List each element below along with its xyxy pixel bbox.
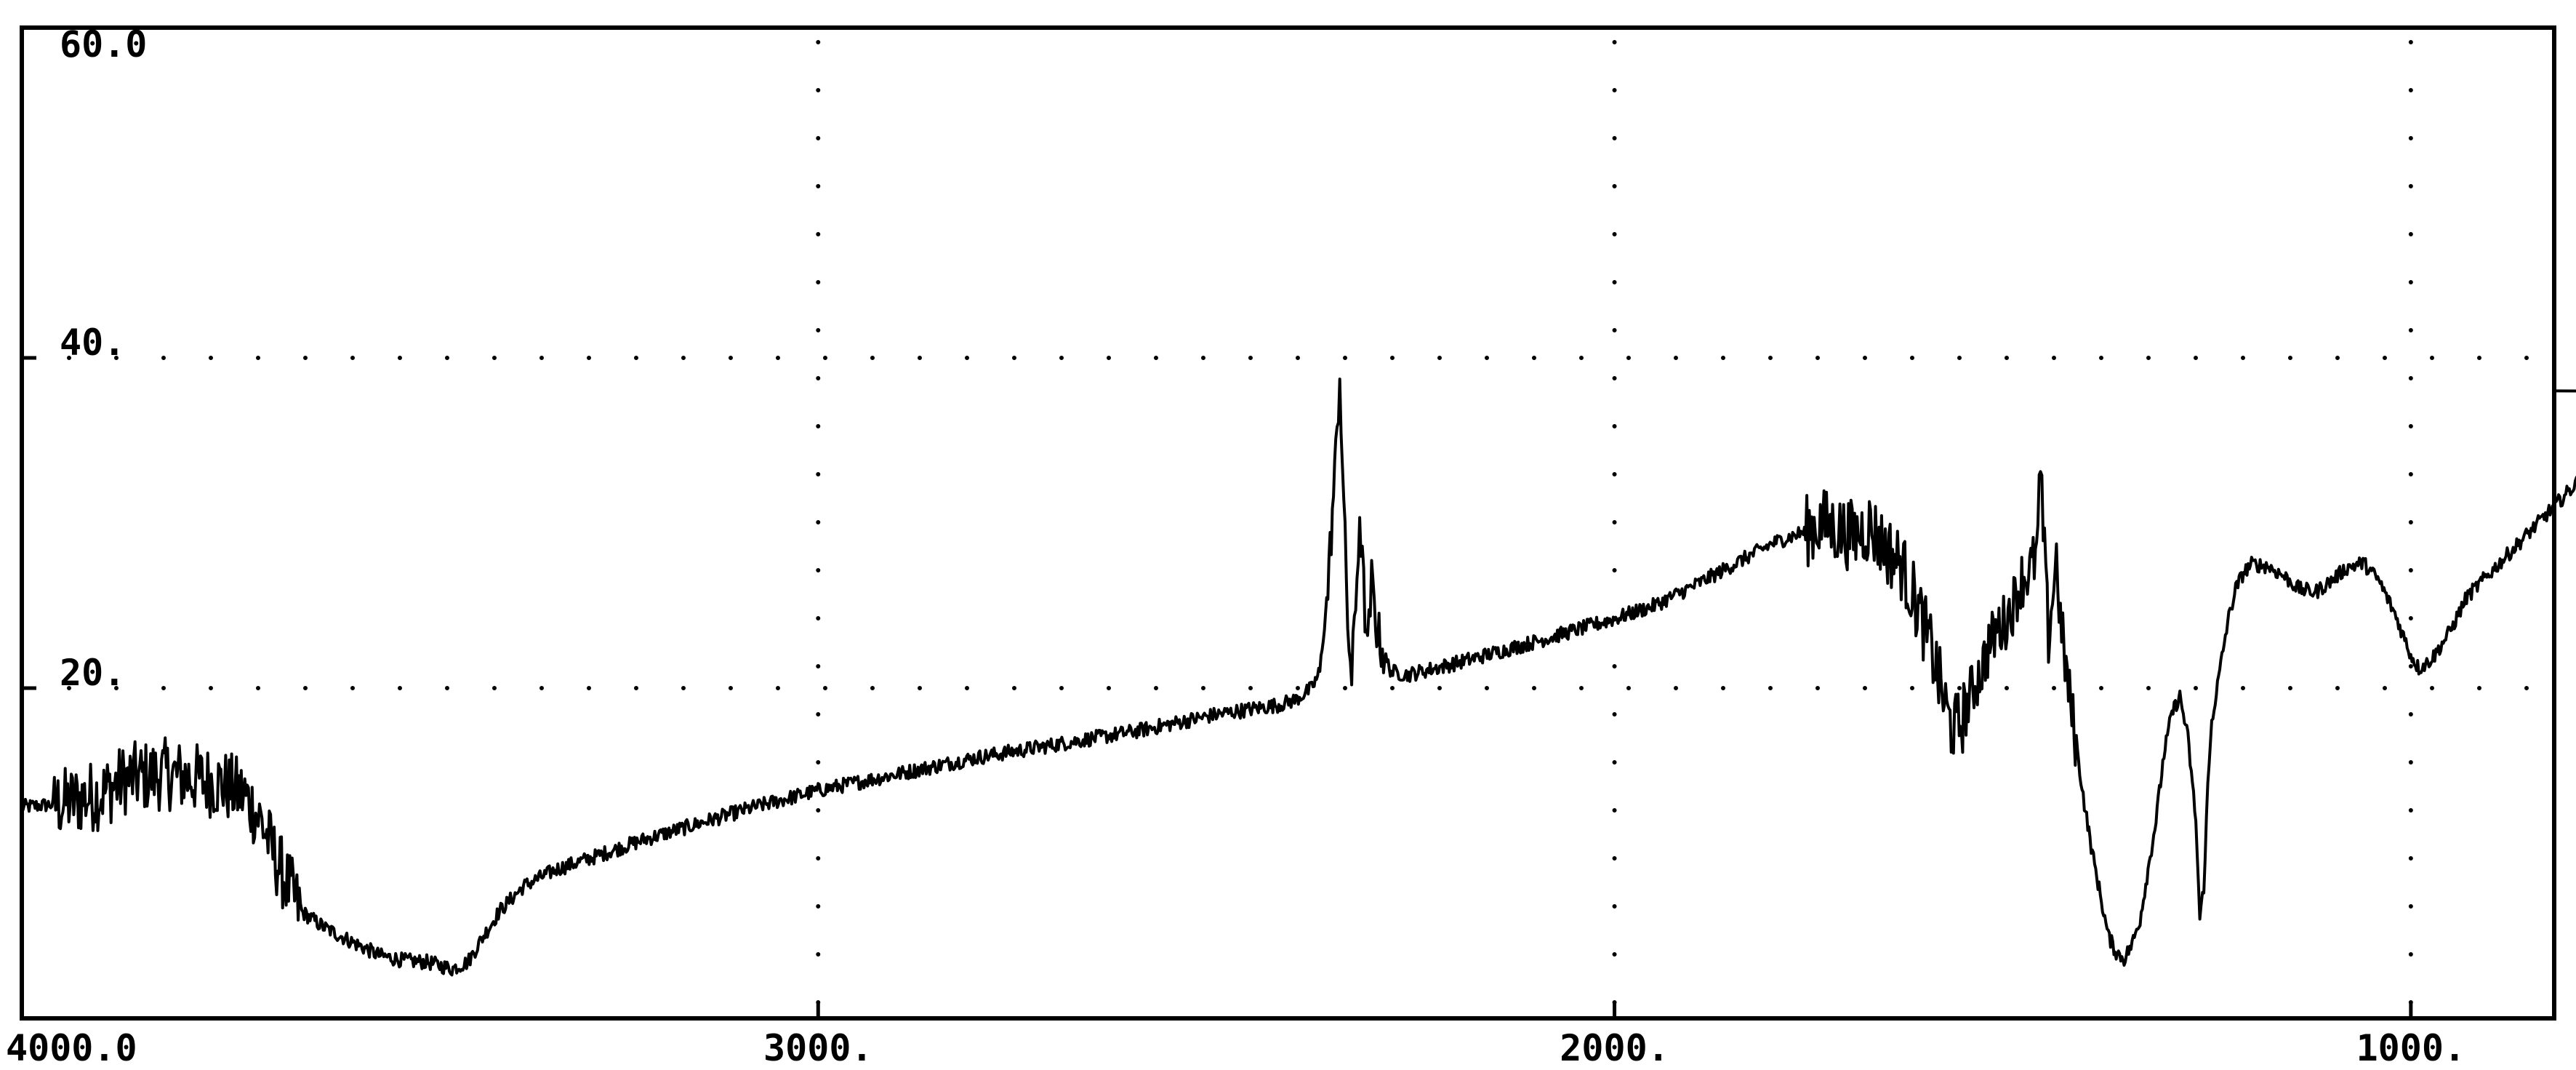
axis-ticks bbox=[22, 356, 2413, 1018]
spectrum-series-line bbox=[20, 378, 2576, 977]
y-tick-label: 20. bbox=[60, 652, 125, 694]
x-tick-label: 3000. bbox=[763, 1027, 873, 1069]
plot-frame bbox=[20, 25, 2556, 1021]
x-tick-label: 2000. bbox=[1560, 1027, 1669, 1069]
x-tick-label: 1000. bbox=[2356, 1027, 2466, 1069]
y-tick-label: 60.0 bbox=[60, 23, 147, 65]
x-tick-label: 4000.0 bbox=[6, 1027, 137, 1069]
tick-labels: 60.0 40. 20. 4000.0 3000. 2000. 1000. bbox=[6, 23, 2465, 1069]
y-tick-label: 40. bbox=[60, 322, 125, 364]
grid bbox=[20, 40, 2556, 1006]
